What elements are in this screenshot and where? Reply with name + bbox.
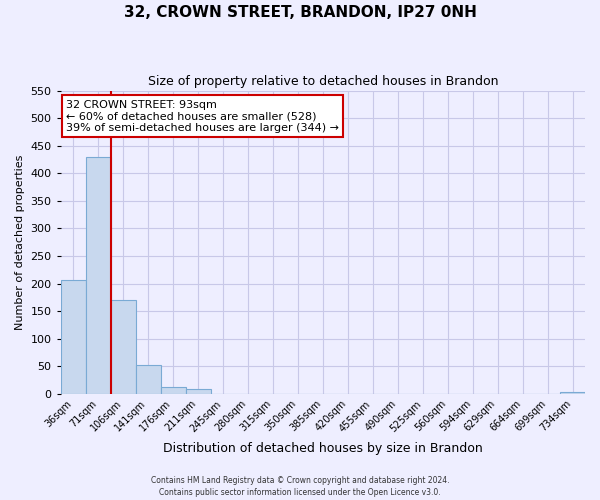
Bar (185, 389, 211, 394)
Title: Size of property relative to detached houses in Brandon: Size of property relative to detached ho… (148, 75, 498, 88)
Bar (110, 300, 136, 394)
Bar (86, 156, 110, 394)
Text: 32, CROWN STREET, BRANDON, IP27 0NH: 32, CROWN STREET, BRANDON, IP27 0NH (124, 5, 476, 20)
X-axis label: Distribution of detached houses by size in Brandon: Distribution of detached houses by size … (163, 442, 483, 455)
Y-axis label: Number of detached properties: Number of detached properties (15, 154, 25, 330)
Text: 32 CROWN STREET: 93sqm
← 60% of detached houses are smaller (528)
39% of semi-de: 32 CROWN STREET: 93sqm ← 60% of detached… (66, 100, 339, 133)
Text: Contains HM Land Registry data © Crown copyright and database right 2024.
Contai: Contains HM Land Registry data © Crown c… (151, 476, 449, 497)
Bar (161, 386, 185, 394)
Bar (61, 280, 86, 394)
Bar (136, 365, 161, 394)
Bar (560, 392, 585, 394)
